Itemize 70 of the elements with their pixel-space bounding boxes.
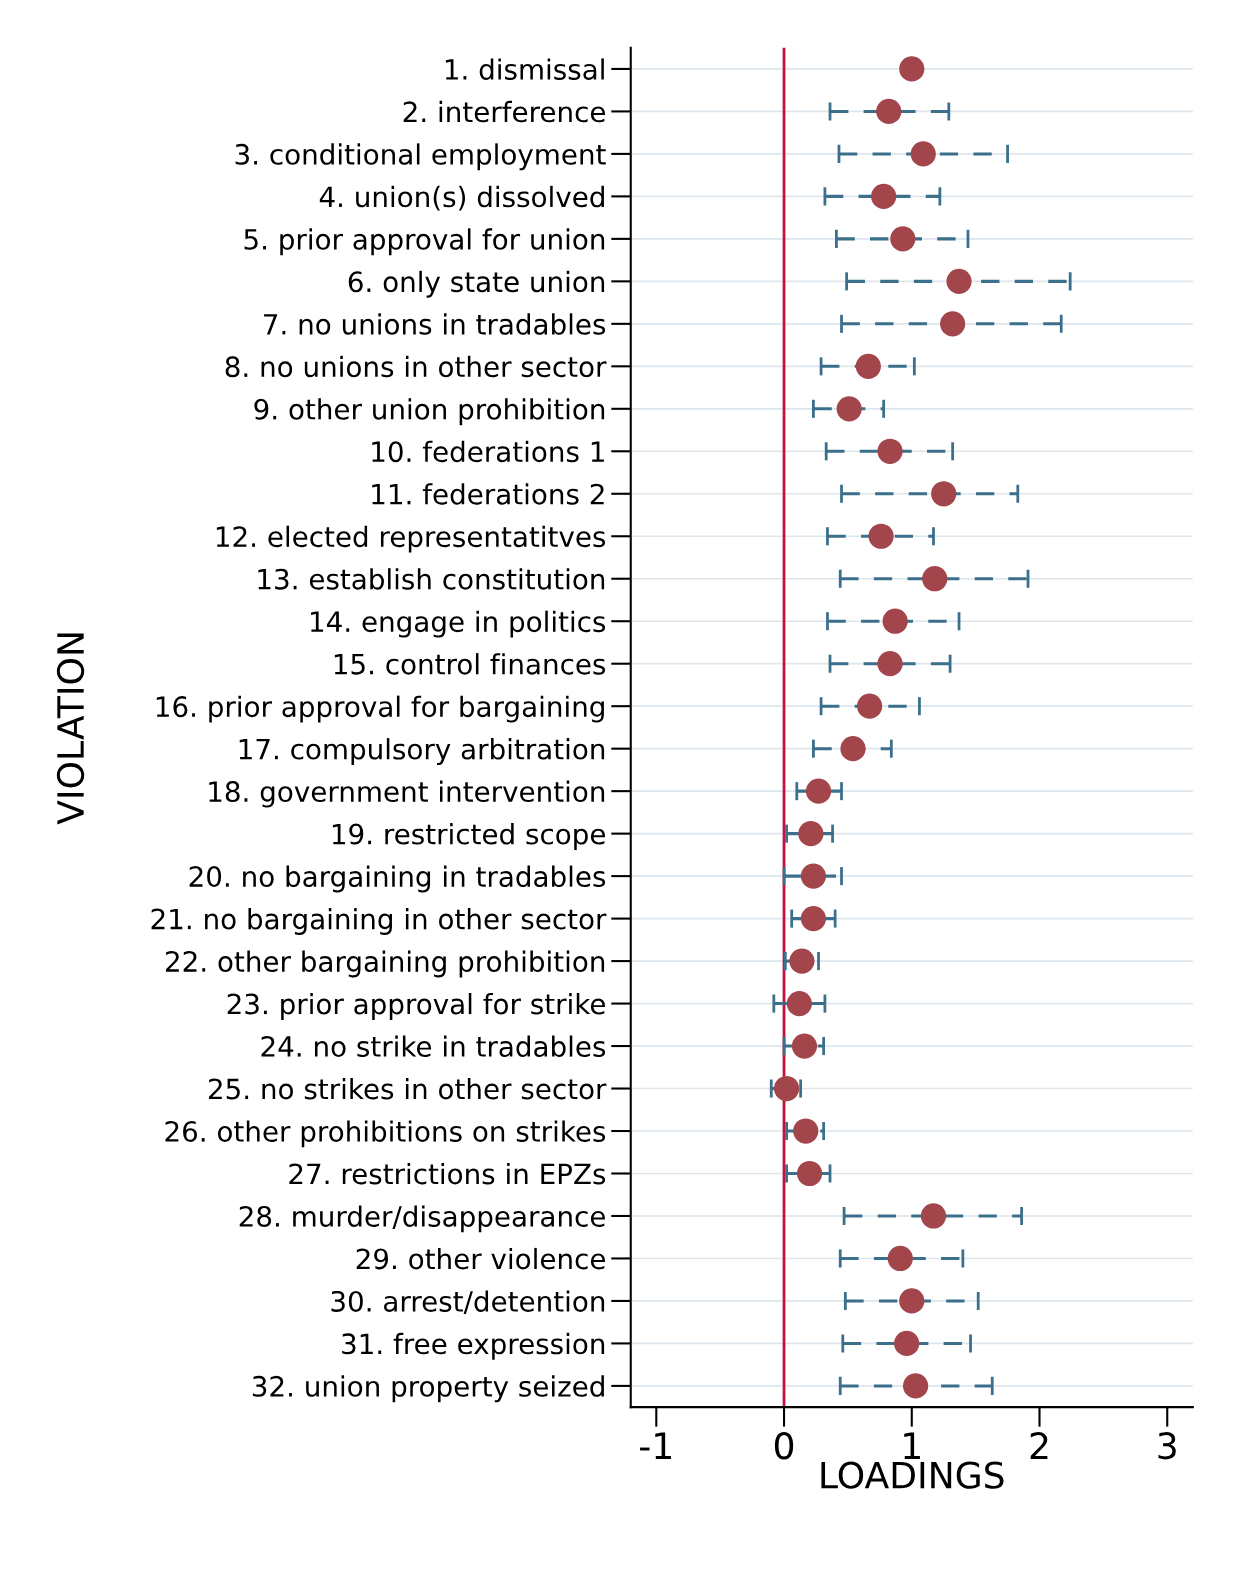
y-tick-label: 27. restrictions in EPZs [289, 1162, 606, 1185]
point [910, 141, 936, 167]
y-tick-label: 24. no strike in tradables [261, 1035, 606, 1057]
y-tick-label: 32. union property seized [252, 1375, 604, 1403]
point [791, 1033, 818, 1059]
point [876, 98, 902, 125]
point [920, 1203, 947, 1229]
point [805, 778, 832, 804]
x-tick-label: 1 [904, 1432, 920, 1459]
point [789, 948, 815, 974]
y-tick-label: 17. compulsory arbitration [239, 738, 605, 765]
point [931, 481, 957, 507]
x-tick-label: -1 [640, 1432, 671, 1459]
y-tick-label: 6. only state union [348, 270, 605, 298]
point [922, 566, 948, 592]
y-tick-label: 26. other prohibitions on strikes [165, 1120, 606, 1148]
point [786, 990, 812, 1017]
y-tick-label: 11. federations 2 [372, 483, 604, 505]
y-tick-label: 28. murder/disappearance [239, 1205, 605, 1233]
y-tick-label: 1. dismissal [445, 58, 604, 80]
y-tick-label: 10. federations 1 [372, 440, 604, 463]
point [899, 56, 925, 82]
y-tick-label: 14. engage in politics [311, 610, 606, 638]
y-tick-label: 18. government intervention [209, 780, 605, 808]
x-axis-title: LOADINGS [821, 1461, 1004, 1489]
y-axis-title: VIOLATION [56, 633, 85, 825]
point [882, 608, 908, 634]
point [902, 1373, 929, 1399]
point [871, 183, 897, 210]
y-tick-label: 12. elected representatitves [216, 525, 606, 553]
y-tick-label: 4. union(s) dissolved [319, 185, 604, 211]
y-tick-label: 29. other violence [356, 1247, 605, 1270]
y-tick-label: 8. no unions in other sector [225, 355, 607, 378]
point [793, 1118, 819, 1144]
point [855, 353, 881, 379]
y-tick-label: 9. other union prohibition [254, 398, 605, 426]
x-tick-label: 2 [1030, 1432, 1048, 1459]
point [868, 523, 894, 549]
y-tick-label: 7. no unions in tradables [264, 313, 606, 335]
x-tick-label: 3 [1158, 1432, 1176, 1460]
point [798, 821, 824, 847]
point [836, 396, 862, 422]
point [894, 1330, 920, 1357]
point [800, 863, 827, 889]
y-tick-label: 23. prior approval for strike [227, 993, 605, 1020]
point [800, 905, 827, 932]
y-tick-label: 25. no strikes in other sector [208, 1077, 607, 1100]
point [877, 438, 903, 464]
y-tick-label: 21. no bargaining in other sector [151, 908, 607, 935]
y-tick-label: 3. conditional employment [235, 143, 606, 171]
y-tick-label: 15. control finances [334, 653, 606, 675]
y-tick-label: 19. restricted scope [332, 823, 605, 850]
y-tick-label: 30. arrest/detention [331, 1290, 605, 1315]
point [840, 736, 866, 762]
point [899, 1288, 925, 1314]
point [796, 1160, 823, 1187]
point [887, 1245, 913, 1272]
y-tick-label: 22. other bargaining prohibition [165, 950, 605, 978]
point [890, 226, 916, 252]
point [940, 311, 966, 337]
y-tick-label: 13. establish constitution [258, 568, 605, 590]
x-tick-label: 0 [774, 1432, 794, 1460]
y-tick-label: 16. prior approval for bargaining [156, 695, 604, 723]
point [877, 651, 903, 677]
y-tick-label: 31. free expression [342, 1332, 605, 1360]
y-tick-label: 20. no bargaining in tradables [189, 865, 606, 893]
point [946, 268, 972, 294]
y-tick-label: 5. prior approval for union [244, 228, 605, 256]
y-tick-label: 2. interference [403, 100, 605, 123]
point [857, 693, 883, 719]
